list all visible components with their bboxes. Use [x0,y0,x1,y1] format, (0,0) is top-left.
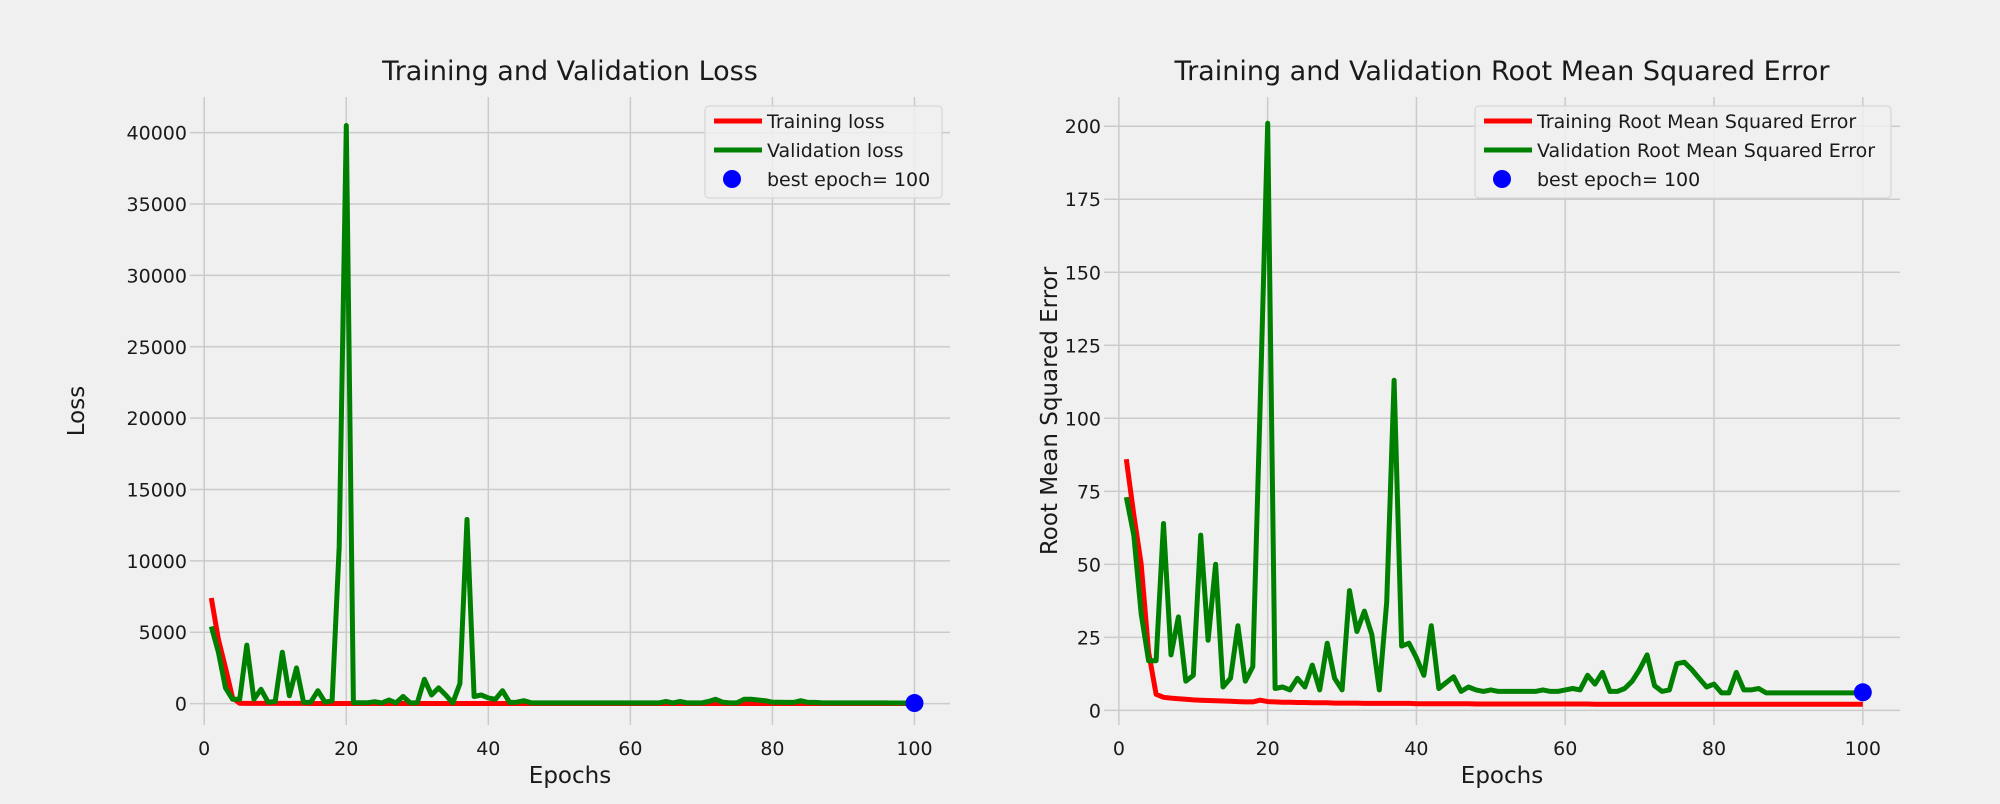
y-tick-label: 125 [1065,335,1101,357]
y-tick-label: 75 [1077,481,1101,503]
x-tick-labels: 0 20 40 60 80 100 [1113,738,1881,760]
y-tick-labels: 0 25 50 75 100 125 150 175 200 [1065,116,1101,722]
x-tick-labels: 0 20 40 60 80 100 [198,738,932,760]
y-tick-label: 5000 [139,622,187,644]
y-tick-label: 0 [1089,700,1101,722]
y-axis-label: Loss [64,386,90,436]
y-tick-label: 20000 [127,408,187,430]
x-tick-label: 20 [1256,738,1280,760]
y-tick-label: 15000 [127,480,187,502]
legend: Training loss Validation loss best epoch= … [704,105,943,199]
best-epoch-point [1853,683,1872,702]
legend-label: Validation loss [767,140,904,162]
x-axis-label: Epochs [529,763,611,789]
x-axis-label: Epochs [1461,763,1543,789]
legend-label: Training Root Mean Squared Error [1536,111,1856,133]
chart-title: Training and Validation Root Mean Square… [1174,56,1831,87]
x-tick-label: 20 [334,738,358,760]
y-tick-label: 10000 [127,551,187,573]
chart-title: Training and Validation Loss [381,56,758,87]
series-line-validation [208,123,915,706]
y-tick-label: 40000 [127,123,187,145]
series-line-training [1123,458,1863,707]
x-tick-label: 100 [896,738,932,760]
series-line-training [208,597,915,706]
x-tick-label: 80 [1702,738,1726,760]
legend-swatch-best [1493,170,1511,188]
x-tick-label: 60 [618,738,642,760]
y-tick-label: 100 [1065,408,1101,430]
x-tick-label: 80 [760,738,784,760]
best-epoch-point [905,694,924,713]
y-tick-label: 50 [1077,554,1101,576]
y-tick-label: 175 [1065,189,1101,211]
legend-label: Validation Root Mean Squared Error [1537,140,1875,162]
y-tick-label: 30000 [127,265,187,287]
x-tick-label: 60 [1553,738,1577,760]
y-axis-label: Root Mean Squared Error [1037,266,1063,555]
y-tick-label: 35000 [127,194,187,216]
legend-box [1474,105,1892,199]
y-tick-label: 200 [1065,116,1101,138]
y-tick-label: 150 [1065,262,1101,284]
chart-panel-1: 0 20 40 60 80 100 0 5000 10000 15000 20000 25000 300… [64,56,950,789]
legend-swatch-best [723,170,741,188]
x-tick-label: 0 [1113,738,1125,760]
chart-panel-2: 0 20 40 60 80 100 0 25 50 75 100 125 150 175 200 Traini… [1037,56,1900,789]
x-tick-label: 100 [1845,738,1881,760]
y-tick-labels: 0 5000 10000 15000 20000 25000 30000 35000 40000 [127,123,187,716]
x-tick-label: 0 [198,738,210,760]
grid [190,97,950,725]
series-line-validation [1123,120,1863,696]
legend-label: Training loss [766,111,885,133]
legend-label: best epoch= 100 [767,169,930,191]
legend-box [704,105,943,199]
y-tick-label: 0 [175,694,187,716]
y-tick-label: 25000 [127,337,187,359]
x-tick-label: 40 [1404,738,1428,760]
y-tick-label: 25 [1077,627,1101,649]
legend: Training Root Mean Squared Error Validati… [1474,105,1892,199]
grid [1104,97,1900,725]
x-tick-label: 40 [476,738,500,760]
legend-label: best epoch= 100 [1537,169,1700,191]
